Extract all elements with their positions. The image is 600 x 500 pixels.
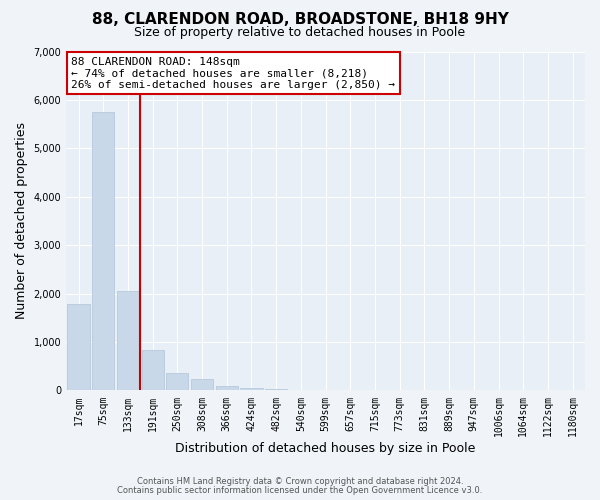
Text: Contains HM Land Registry data © Crown copyright and database right 2024.: Contains HM Land Registry data © Crown c…: [137, 477, 463, 486]
Text: 88 CLARENDON ROAD: 148sqm
← 74% of detached houses are smaller (8,218)
26% of se: 88 CLARENDON ROAD: 148sqm ← 74% of detac…: [71, 56, 395, 90]
Bar: [67, 304, 89, 390]
Text: 88, CLARENDON ROAD, BROADSTONE, BH18 9HY: 88, CLARENDON ROAD, BROADSTONE, BH18 9HY: [92, 12, 508, 28]
Text: Size of property relative to detached houses in Poole: Size of property relative to detached ho…: [134, 26, 466, 39]
Bar: [117, 291, 139, 390]
Bar: [241, 388, 263, 390]
Bar: [191, 380, 213, 390]
X-axis label: Distribution of detached houses by size in Poole: Distribution of detached houses by size …: [175, 442, 476, 455]
Bar: [92, 112, 115, 390]
Bar: [142, 350, 164, 391]
Bar: [265, 389, 287, 390]
Y-axis label: Number of detached properties: Number of detached properties: [15, 122, 28, 320]
Bar: [215, 386, 238, 390]
Bar: [166, 372, 188, 390]
Text: Contains public sector information licensed under the Open Government Licence v3: Contains public sector information licen…: [118, 486, 482, 495]
